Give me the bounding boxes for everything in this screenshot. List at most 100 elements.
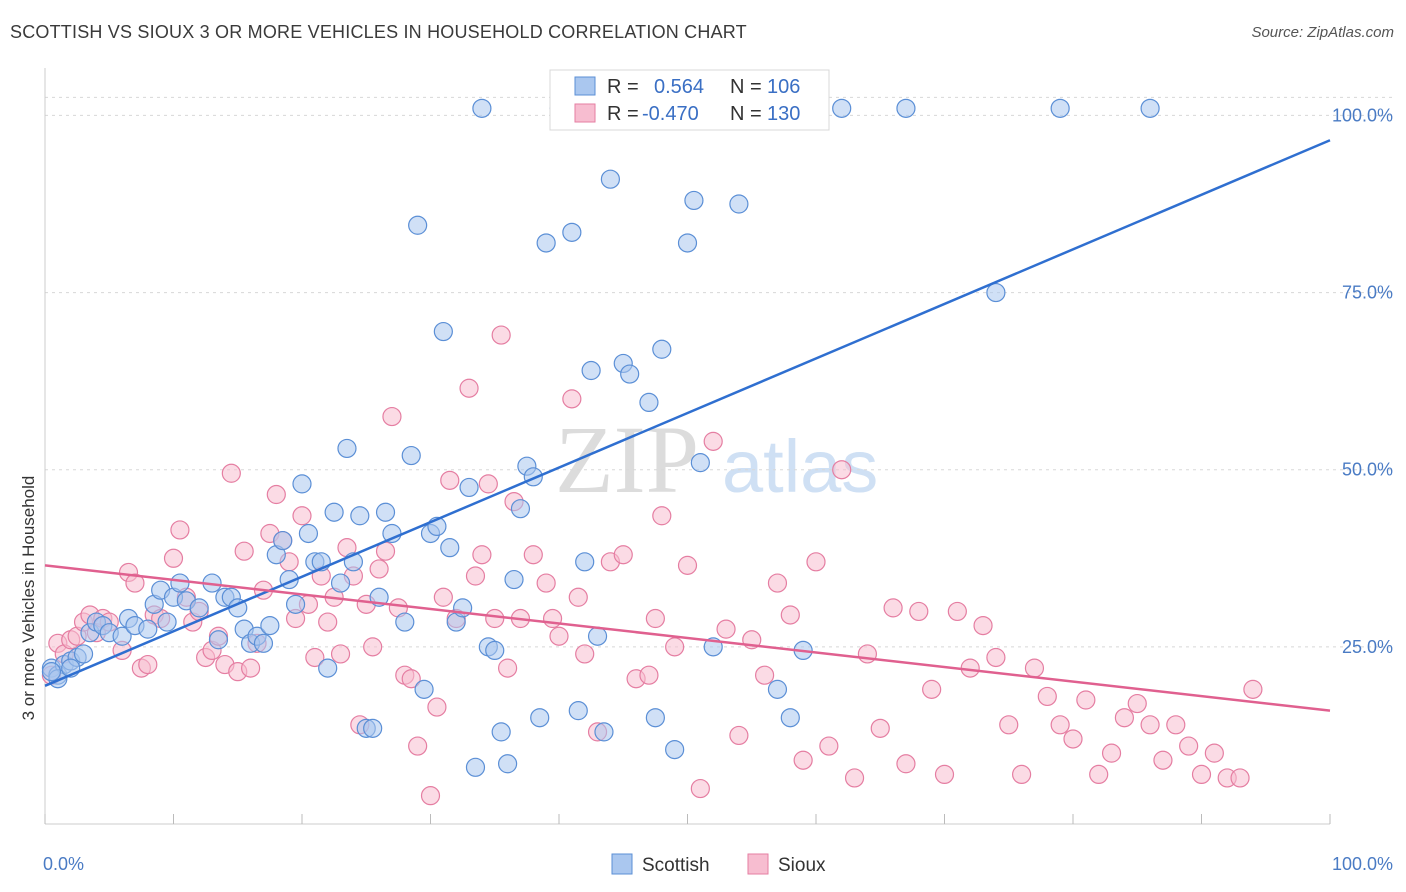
sioux-point [498, 658, 518, 678]
scottish-point [459, 477, 479, 498]
sioux-point [363, 637, 383, 657]
sioux-point [382, 406, 402, 427]
scottish-point [684, 190, 704, 211]
sioux-point [369, 559, 389, 579]
scottish-point [330, 573, 351, 593]
y-tick-label: 100.0% [1332, 105, 1393, 125]
sioux-point [138, 654, 158, 675]
series-legend-label-sioux: Sioux [778, 855, 826, 876]
scottish-point [401, 445, 421, 466]
sioux-point [549, 626, 569, 646]
sioux-point [754, 665, 775, 685]
scottish-point [729, 194, 749, 214]
sioux-point [1179, 736, 1199, 756]
scottish-point [530, 708, 550, 728]
scottish-point [690, 453, 710, 473]
scottish-point [337, 438, 357, 459]
sioux-point [234, 541, 254, 561]
sioux-point [896, 754, 916, 774]
scottish-point [504, 569, 524, 590]
scottish-point [1140, 98, 1160, 118]
legend-n-value-sioux: 130 [767, 103, 800, 125]
sioux-point [1011, 764, 1032, 785]
scottish-point [375, 502, 396, 522]
watermark: ZIP atlas [555, 406, 878, 513]
scottish-point [780, 708, 800, 728]
sioux-point [125, 573, 145, 593]
sioux-point [947, 601, 967, 622]
y-tick-label: 25.0% [1342, 637, 1393, 657]
sioux-point [472, 545, 492, 565]
scottish-point [485, 640, 505, 661]
scottish-point [575, 552, 595, 572]
sioux-point [677, 555, 698, 575]
sioux-point [870, 718, 890, 738]
scottish-point [620, 364, 640, 384]
scottish-point [832, 98, 852, 118]
scottish-point [600, 169, 621, 189]
sioux-point [221, 463, 241, 483]
sioux-point [305, 647, 325, 668]
scottish-point [395, 612, 415, 632]
sioux-point [729, 725, 749, 746]
y-tick-label: 75.0% [1342, 283, 1393, 303]
scottish-point [594, 722, 614, 742]
source-label: Source: ZipAtlas.com [1251, 24, 1394, 41]
gridlines: 25.0% 50.0% 75.0% 100.0% [45, 96, 1393, 657]
sioux-point [163, 548, 184, 568]
x-tick-label-min: 0.0% [43, 854, 84, 874]
y-axis-label: 3 or more Vehicles in Household [19, 476, 38, 721]
chart-title: SCOTTISH VS SIOUX 3 OR MORE VEHICLES IN … [10, 22, 747, 42]
scottish-point [440, 538, 460, 558]
scottish-point [324, 502, 344, 522]
scottish-point [350, 506, 370, 526]
sioux-point [575, 644, 595, 664]
scottish-point [73, 644, 94, 664]
scottish-point [41, 662, 62, 682]
sioux-point [832, 460, 852, 480]
sioux-point [1140, 715, 1160, 735]
sioux-point [1230, 768, 1250, 788]
sioux-point [844, 768, 865, 788]
scottish-point [472, 98, 492, 118]
scottish-point [318, 658, 338, 678]
scottish-trend-line [44, 139, 1331, 687]
sioux-point [1037, 686, 1057, 707]
sioux-point [780, 605, 800, 625]
scottish-point [112, 626, 132, 646]
scottish-point [536, 233, 556, 253]
sioux-point [408, 736, 428, 756]
sioux-point [491, 325, 511, 345]
legend-n-label-sioux: N = [730, 103, 762, 125]
scottish-point [677, 233, 698, 253]
trend-lines [44, 139, 1331, 712]
scottish-point [189, 598, 209, 618]
series-legend-swatch-scottish [611, 853, 633, 875]
sioux-point [318, 612, 338, 632]
scottish-point [465, 757, 486, 777]
scottish-point [273, 530, 293, 551]
scottish-point [491, 722, 511, 742]
legend-n-label-scottish: N = [730, 76, 762, 98]
legend-r-label-sioux: R = [607, 103, 639, 125]
scottish-point [896, 98, 916, 118]
scottish-point [1050, 98, 1070, 118]
sioux-point [427, 697, 447, 717]
scottish-point [414, 679, 434, 699]
legend-r-label-scottish: R = [607, 76, 639, 98]
sioux-point [934, 764, 955, 785]
legend-r-value-sioux: -0.470 [642, 103, 699, 125]
scottish-point [157, 612, 177, 632]
sioux-point [665, 637, 685, 657]
series-legend: Scottish Sioux [611, 853, 826, 876]
sioux-point [433, 587, 453, 607]
scottish-point [645, 708, 665, 728]
sioux-point [542, 608, 563, 629]
sioux-point [716, 619, 736, 639]
sioux-point [330, 644, 351, 664]
sioux-point [909, 601, 929, 622]
scottish-point [986, 282, 1006, 303]
sioux-point [1024, 658, 1045, 678]
series-legend-label-scottish: Scottish [642, 855, 710, 876]
sioux-point [292, 506, 312, 526]
